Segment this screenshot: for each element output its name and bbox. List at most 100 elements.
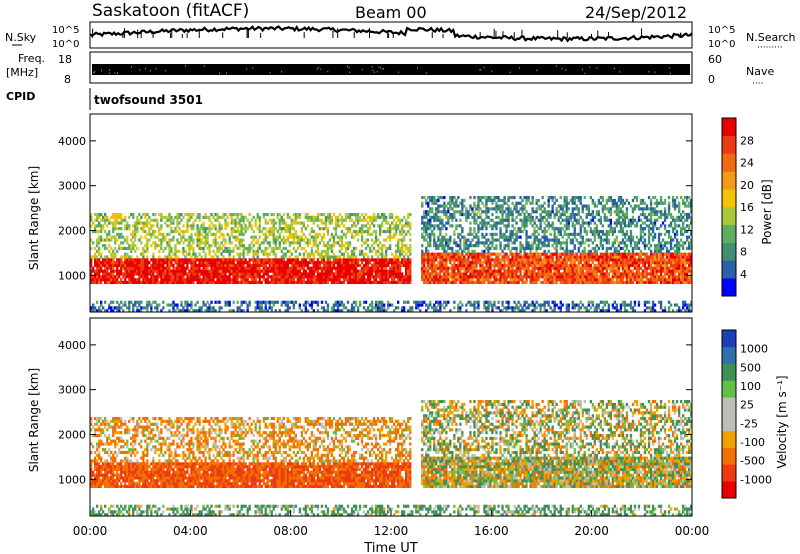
- power-cell: [407, 261, 410, 265]
- power-cell: [106, 232, 109, 236]
- power-cell: [352, 272, 356, 276]
- power-cell: [385, 258, 388, 262]
- power-cell: [551, 210, 554, 214]
- power-cell: [296, 255, 300, 259]
- power-cell: [483, 258, 486, 262]
- power-cell: [298, 306, 302, 310]
- power-cell: [499, 210, 502, 214]
- power-cell: [262, 213, 265, 217]
- power-cell: [102, 306, 105, 310]
- power-cell: [527, 272, 530, 276]
- power-cell: [206, 232, 209, 236]
- power-cell: [288, 224, 292, 228]
- power-cell: [421, 204, 424, 208]
- power-cell: [164, 278, 167, 282]
- power-cell: [573, 272, 576, 276]
- power-cell: [499, 221, 502, 225]
- freq-gap: [480, 68, 482, 71]
- power-cell: [389, 230, 392, 234]
- power-cell: [551, 263, 554, 268]
- power-cell: [423, 300, 426, 304]
- power-cell: [186, 306, 189, 310]
- power-cell: [549, 232, 552, 236]
- power-cell: [573, 196, 576, 200]
- power-cell: [463, 213, 466, 217]
- power-cell: [439, 280, 442, 285]
- power-cell: [258, 263, 261, 268]
- power-cell: [176, 272, 179, 276]
- power-cell: [443, 266, 446, 270]
- power-cell: [344, 269, 348, 273]
- power-cell: [451, 207, 454, 211]
- power-cell: [96, 275, 99, 279]
- power-cell: [521, 280, 524, 285]
- power-cell: [461, 266, 464, 270]
- power-cell: [370, 272, 374, 276]
- power-cell: [248, 272, 251, 276]
- power-cell: [523, 227, 526, 231]
- power-cell: [533, 230, 536, 234]
- power-cell: [393, 280, 396, 285]
- power-cell: [164, 255, 167, 259]
- power-cell: [260, 309, 263, 313]
- power-cell: [557, 258, 560, 262]
- power-cell: [100, 230, 103, 234]
- power-cell: [575, 252, 578, 256]
- power-cell: [437, 198, 440, 203]
- power-cell: [495, 255, 498, 259]
- power-cell: [368, 278, 372, 282]
- power-cell: [379, 300, 382, 304]
- power-cell: [344, 263, 348, 268]
- power-cell: [146, 238, 149, 242]
- power-cell: [385, 280, 388, 285]
- power-cell: [581, 238, 584, 242]
- power-cell: [184, 272, 187, 276]
- power-cell: [96, 213, 99, 217]
- power-cell: [581, 235, 584, 239]
- power-cell: [579, 227, 582, 231]
- power-cell: [449, 198, 452, 203]
- power-cell: [222, 272, 225, 276]
- power-cell: [555, 255, 558, 259]
- power-cell: [565, 196, 568, 200]
- power-cell: [374, 263, 378, 268]
- power-cell: [322, 235, 326, 239]
- power-cell: [240, 244, 243, 248]
- power-cell: [92, 306, 95, 310]
- power-cell: [346, 252, 350, 256]
- power-cell: [573, 252, 576, 256]
- power-cell: [527, 252, 530, 256]
- power-cell: [216, 218, 219, 222]
- power-cell: [541, 215, 544, 219]
- power-cell: [463, 272, 466, 276]
- power-cell: [240, 258, 243, 262]
- power-cell: [116, 213, 119, 217]
- power-cell: [547, 241, 550, 245]
- power-cell: [423, 258, 426, 262]
- power-cell: [234, 235, 237, 239]
- power-cell: [96, 255, 99, 259]
- power-cell: [495, 227, 498, 231]
- power-cell: [252, 258, 255, 262]
- power-cell: [517, 263, 520, 268]
- power-cell: [290, 300, 294, 304]
- power-cell: [545, 269, 548, 273]
- power-cell: [421, 269, 424, 273]
- power-cell: [114, 275, 117, 279]
- power-cell: [154, 241, 157, 245]
- power-cell: [441, 280, 444, 285]
- power-cell: [240, 300, 243, 304]
- power-cell: [152, 280, 155, 285]
- power-cell: [126, 261, 129, 265]
- power-cell: [543, 249, 546, 253]
- power-cell: [364, 280, 368, 285]
- power-cell: [304, 275, 308, 279]
- power-cell: [553, 227, 556, 231]
- power-cell: [379, 252, 382, 256]
- power-cell: [142, 249, 145, 253]
- power-cell: [244, 275, 247, 279]
- power-cell: [284, 263, 287, 268]
- power-cell: [439, 306, 442, 310]
- power-cell: [549, 215, 552, 219]
- power-cell: [449, 266, 452, 270]
